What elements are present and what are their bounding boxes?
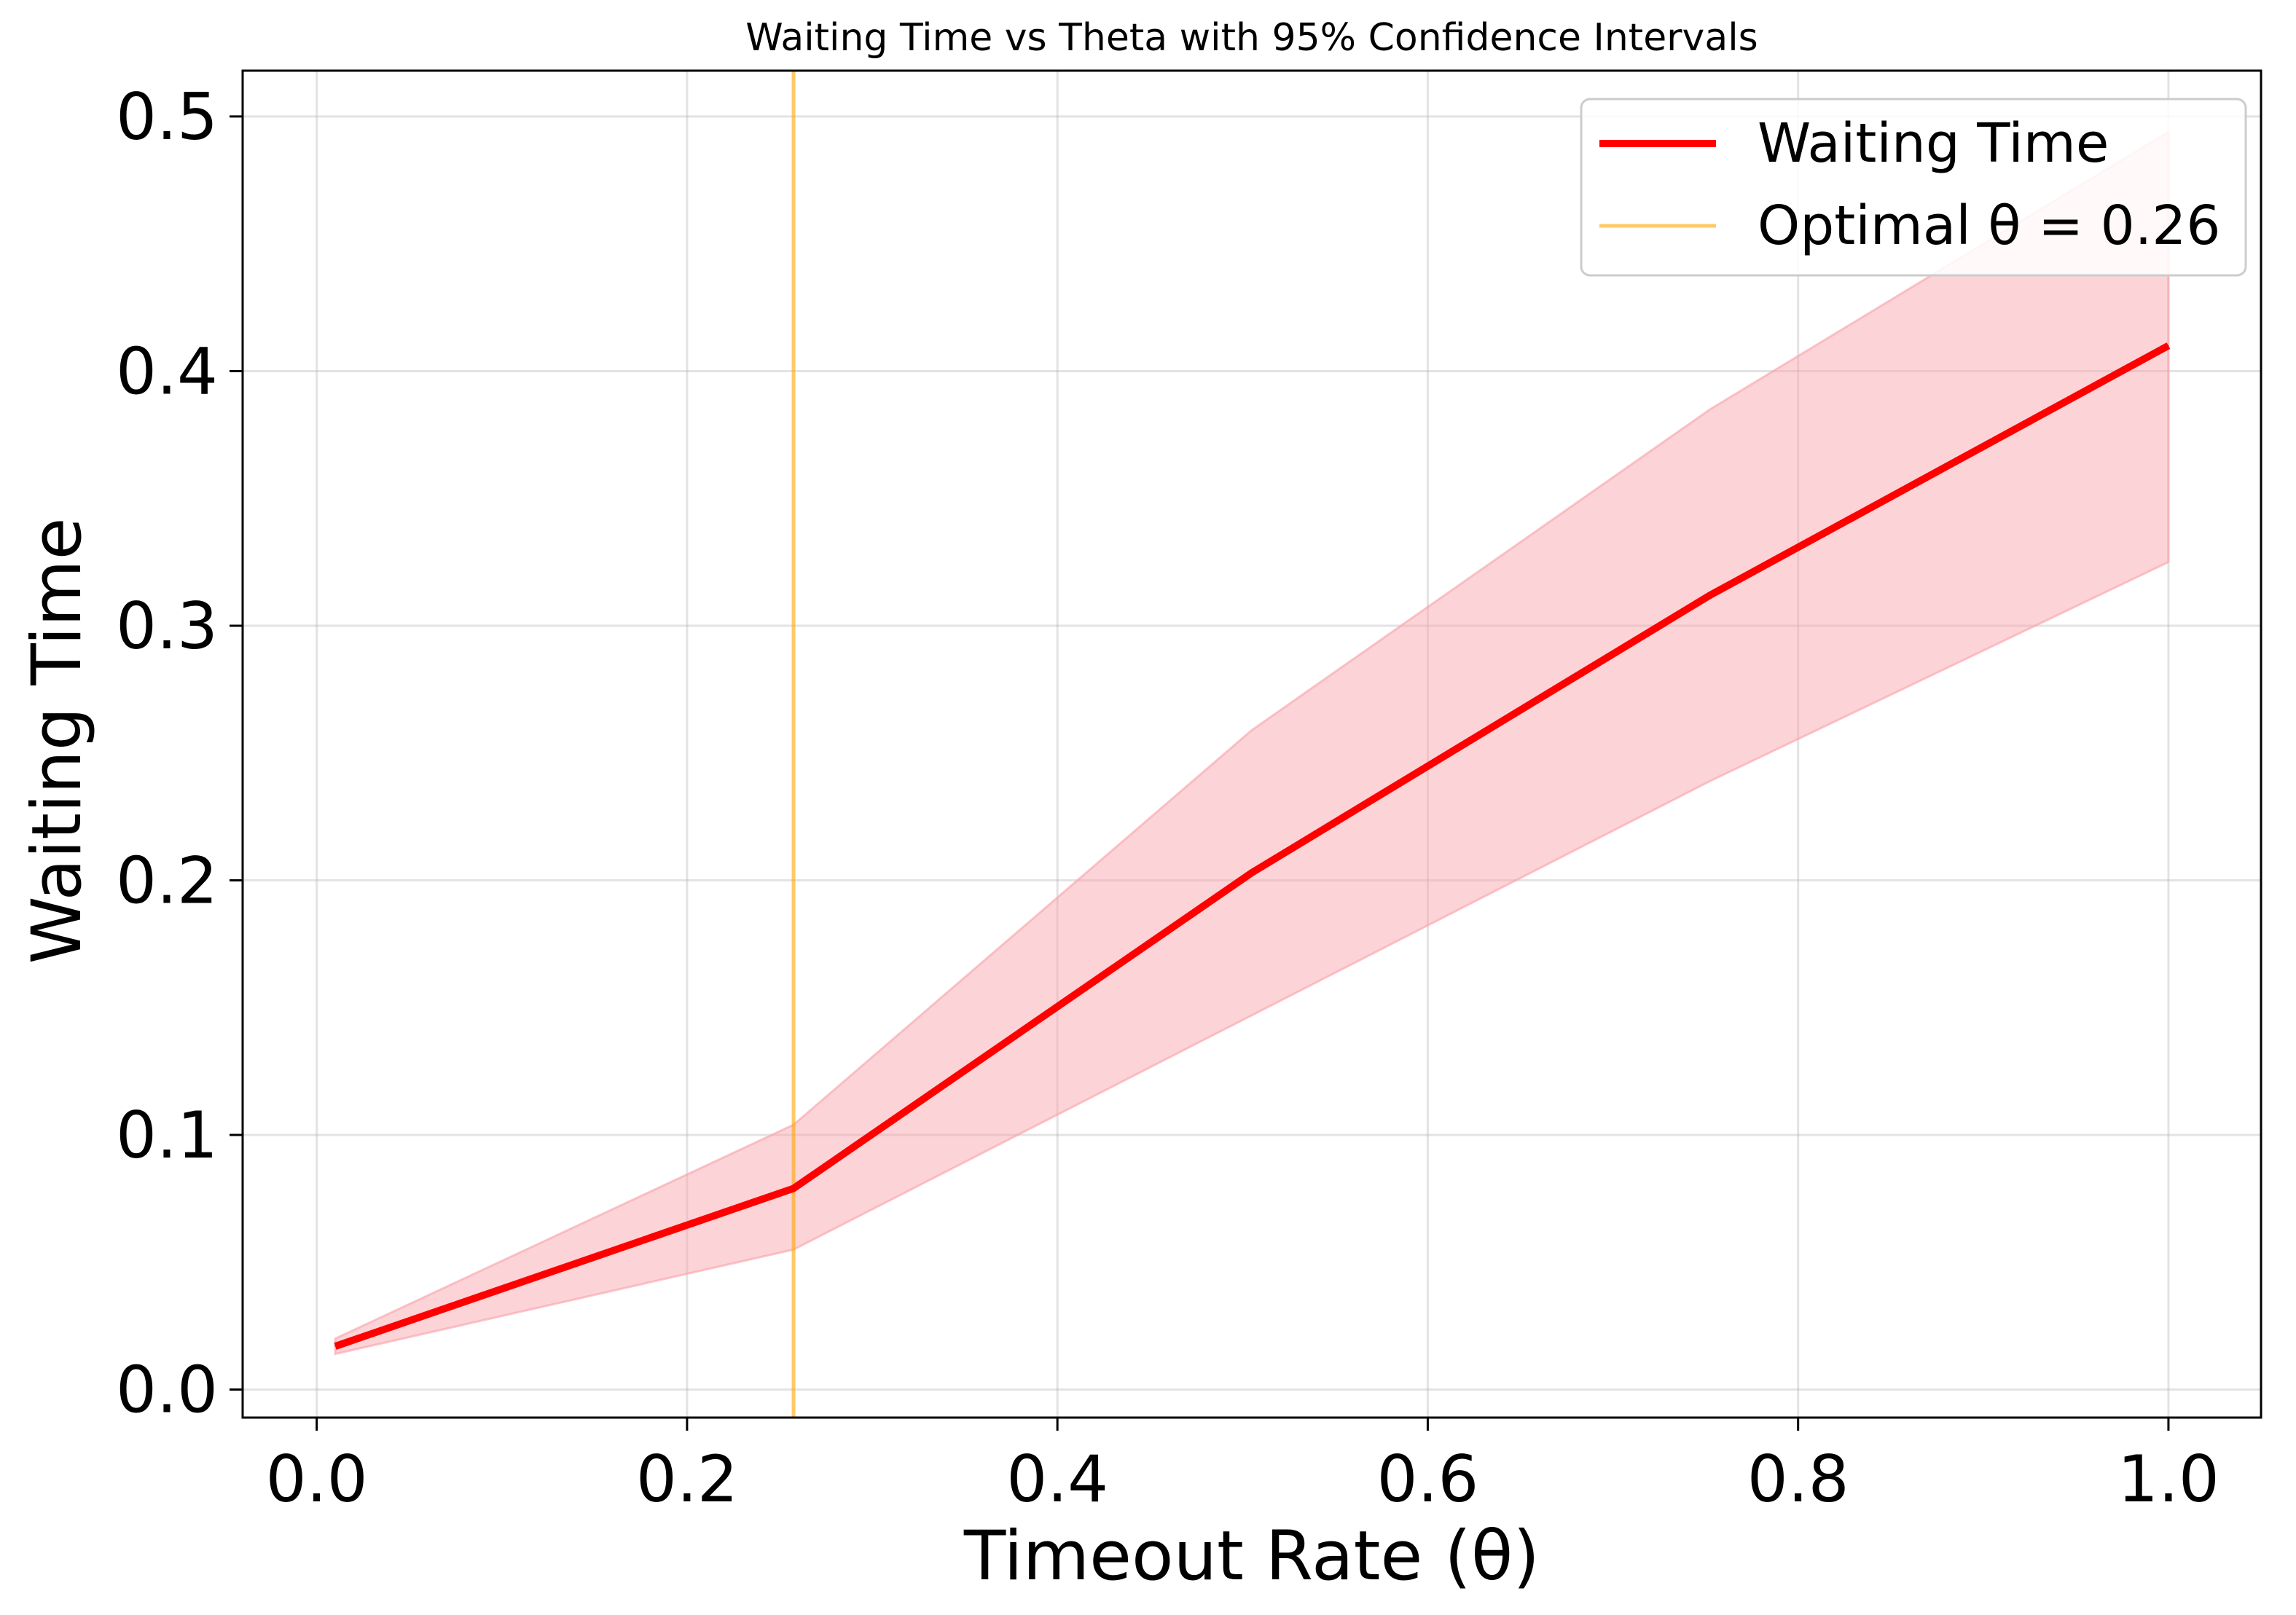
x-axis-label: Timeout Rate (θ) [963, 1517, 1540, 1596]
x-tick-label: 0.2 [636, 1442, 738, 1517]
y-tick-label: 0.4 [116, 334, 218, 409]
axis-ticks: 0.0 0.2 0.4 0.6 0.8 1.0 0.0 0.1 0.2 0.3 0.4 0.5 [116, 79, 2219, 1517]
y-tick-label: 0.1 [116, 1098, 218, 1173]
grid [243, 71, 2261, 1418]
legend-box [1580, 98, 2247, 277]
series-layer [334, 342, 2171, 1350]
confidence-band-layer [334, 130, 2170, 1356]
x-tick-label: 0.4 [1006, 1442, 1108, 1517]
confidence-band [334, 130, 2170, 1356]
y-tick-label: 0.2 [116, 843, 218, 918]
waiting-time-point [334, 1345, 336, 1347]
chart-title: Waiting Time vs Theta with 95% Confidenc… [745, 16, 1758, 60]
x-tick-label: 1.0 [2117, 1442, 2219, 1517]
y-axis-label: Waiting Time [17, 518, 97, 964]
x-tick-label: 0.6 [1376, 1442, 1478, 1517]
x-tick-label: 0.0 [266, 1442, 368, 1517]
y-tick-label: 0.3 [116, 589, 218, 664]
legend-label-waiting-time: Waiting Time [1758, 112, 2109, 175]
y-tick-label: 0.0 [116, 1353, 218, 1428]
legend: Waiting Time Optimal θ = 0.26 [1580, 98, 2247, 277]
legend-label-optimal-theta: Optimal θ = 0.26 [1758, 194, 2220, 257]
plot-frame [241, 69, 2262, 1419]
y-tick-label: 0.5 [116, 79, 218, 154]
x-tick-label: 0.8 [1747, 1442, 1849, 1517]
waiting-time-point [1709, 594, 1711, 596]
